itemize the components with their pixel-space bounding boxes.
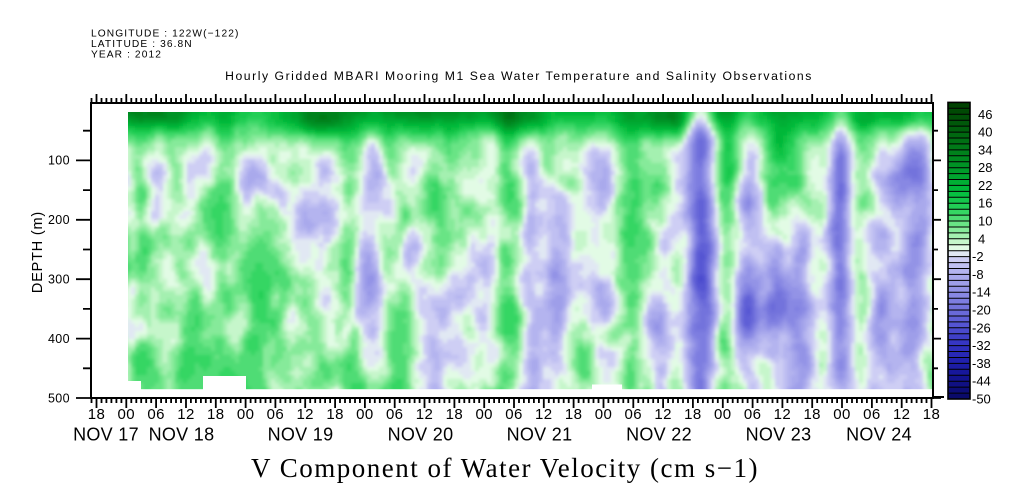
svg-text:-14: -14: [972, 285, 991, 300]
svg-text:18: 18: [684, 406, 702, 423]
svg-text:12: 12: [177, 406, 195, 423]
svg-text:06: 06: [267, 406, 285, 423]
svg-text:40: 40: [978, 125, 992, 140]
svg-text:18: 18: [803, 406, 821, 423]
svg-text:22: 22: [978, 178, 992, 193]
svg-text:DEPTH (m): DEPTH (m): [30, 211, 46, 293]
svg-text:-20: -20: [972, 303, 991, 318]
svg-text:4: 4: [978, 231, 985, 246]
svg-text:500: 500: [48, 391, 70, 405]
svg-text:NOV 22: NOV 22: [626, 425, 692, 445]
svg-text:YEAR : 2012: YEAR : 2012: [91, 50, 162, 61]
svg-text:NOV 19: NOV 19: [268, 425, 334, 445]
svg-text:NOV 17: NOV 17: [73, 425, 139, 445]
svg-text:18: 18: [446, 406, 464, 423]
svg-text:00: 00: [714, 406, 732, 423]
svg-text:300: 300: [48, 273, 70, 287]
svg-text:00: 00: [356, 406, 374, 423]
svg-text:12: 12: [774, 406, 792, 423]
svg-text:00: 00: [118, 406, 136, 423]
svg-text:18: 18: [565, 406, 583, 423]
svg-text:400: 400: [48, 332, 70, 346]
svg-text:NOV 18: NOV 18: [149, 425, 215, 445]
svg-text:-26: -26: [972, 320, 991, 335]
svg-text:200: 200: [48, 213, 70, 227]
svg-text:46: 46: [978, 107, 992, 122]
svg-text:06: 06: [744, 406, 762, 423]
svg-text:12: 12: [535, 406, 553, 423]
svg-text:18: 18: [207, 406, 225, 423]
svg-text:00: 00: [833, 406, 851, 423]
svg-text:06: 06: [505, 406, 523, 423]
svg-text:28: 28: [978, 160, 992, 175]
svg-text:NOV 21: NOV 21: [507, 425, 573, 445]
svg-text:12: 12: [893, 406, 911, 423]
svg-text:00: 00: [237, 406, 255, 423]
svg-text:18: 18: [88, 406, 106, 423]
svg-text:00: 00: [475, 406, 493, 423]
svg-text:18: 18: [923, 406, 941, 423]
svg-text:NOV 23: NOV 23: [746, 425, 812, 445]
svg-text:06: 06: [625, 406, 643, 423]
svg-text:-38: -38: [972, 356, 991, 371]
svg-text:00: 00: [595, 406, 613, 423]
svg-text:Hourly Gridded MBARI Mooring M: Hourly Gridded MBARI Mooring M1 Sea Wate…: [225, 69, 813, 83]
svg-text:LONGITUDE : 122W(−122): LONGITUDE : 122W(−122): [91, 29, 239, 40]
svg-text:LATITUDE : 36.8N: LATITUDE : 36.8N: [91, 39, 193, 50]
svg-text:06: 06: [147, 406, 165, 423]
svg-text:12: 12: [416, 406, 434, 423]
svg-text:-50: -50: [972, 392, 991, 407]
svg-text:06: 06: [863, 406, 881, 423]
svg-text:-8: -8: [972, 267, 984, 282]
svg-text:-2: -2: [972, 249, 984, 264]
svg-text:34: 34: [978, 142, 992, 157]
svg-text:NOV 20: NOV 20: [388, 425, 454, 445]
svg-text:-44: -44: [972, 374, 991, 389]
svg-text:100: 100: [48, 154, 70, 168]
svg-text:10: 10: [978, 214, 992, 229]
svg-text:18: 18: [326, 406, 344, 423]
svg-text:12: 12: [296, 406, 314, 423]
svg-text:12: 12: [654, 406, 672, 423]
svg-text:06: 06: [386, 406, 404, 423]
svg-text:-32: -32: [972, 338, 991, 353]
svg-text:16: 16: [978, 196, 992, 211]
svg-text:V Component of Water Velocity: V Component of Water Velocity (cm s−1): [251, 453, 759, 483]
svg-text:NOV 24: NOV 24: [846, 425, 912, 445]
